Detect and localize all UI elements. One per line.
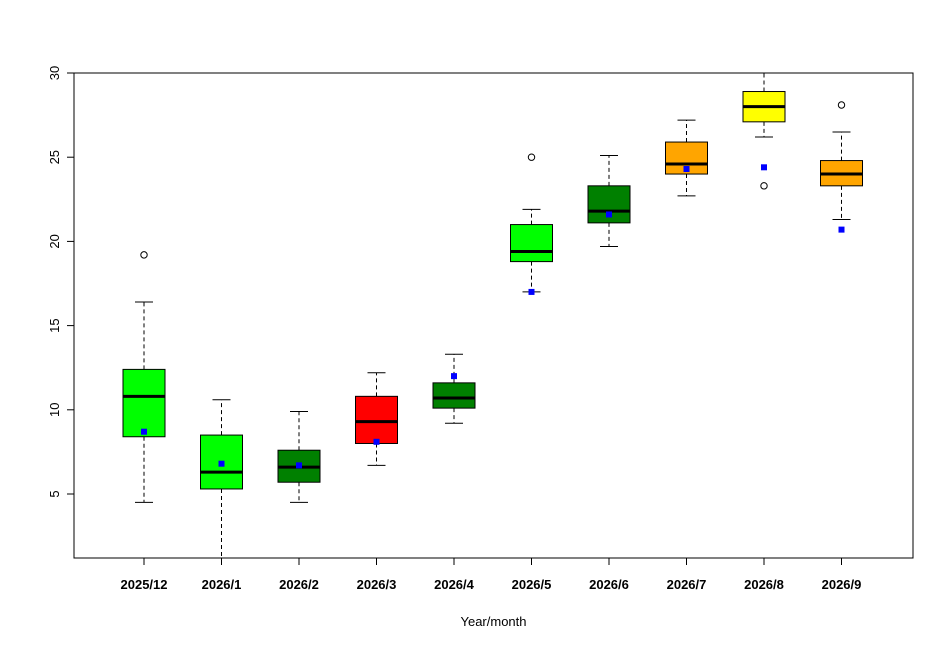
mean-marker — [528, 288, 535, 295]
x-tick-label: 2026/7 — [667, 577, 707, 592]
mean-marker — [683, 165, 690, 172]
mean-marker — [606, 211, 612, 218]
plot-content — [122, 72, 863, 559]
box-2026-2 — [277, 410, 321, 503]
mean-marker — [296, 462, 302, 469]
box-2026-8 — [742, 72, 786, 190]
box-2025-12 — [122, 251, 166, 503]
x-tick-label: 2026/2 — [279, 577, 319, 592]
outlier-point — [140, 251, 148, 259]
mean-marker — [761, 164, 767, 171]
mean-marker — [838, 226, 845, 233]
iqr-box — [355, 395, 398, 444]
x-axis: 2025/12 2026/1 2026/2 2026/3 2026/4 2026/5 202… — [121, 558, 862, 592]
y-tick-label: 25 — [47, 150, 62, 164]
y-tick-label: 5 — [47, 490, 62, 497]
outlier-point — [527, 153, 536, 161]
box-2026-3 — [355, 372, 398, 466]
mean-marker — [218, 460, 225, 467]
mean-marker — [141, 428, 147, 435]
box-2026-6 — [587, 155, 631, 247]
box-2026-7 — [665, 119, 708, 197]
iqr-box — [122, 368, 166, 438]
mean-marker — [451, 373, 457, 380]
x-tick-label: 2026/8 — [744, 577, 784, 592]
x-tick-label: 2025/12 — [121, 577, 168, 592]
box-2026-1 — [200, 399, 243, 559]
y-tick-label: 30 — [47, 66, 62, 80]
outlier-point — [837, 101, 846, 109]
iqr-box — [510, 224, 553, 263]
x-tick-label: 2026/3 — [357, 577, 397, 592]
plot-frame — [73, 72, 914, 559]
outlier-point — [760, 182, 768, 190]
x-tick-label: 2026/4 — [434, 577, 475, 592]
box-2026-5 — [510, 153, 553, 295]
y-axis: 5 10 15 20 25 30 — [47, 66, 74, 498]
x-tick-label: 2026/9 — [822, 577, 862, 592]
iqr-box — [432, 382, 476, 409]
x-tick-label: 2026/6 — [589, 577, 629, 592]
x-axis-title: Year/month — [460, 614, 526, 629]
box-2026-4 — [432, 353, 476, 424]
x-tick-label: 2026/1 — [202, 577, 242, 592]
mean-marker — [373, 438, 380, 445]
y-tick-label: 10 — [47, 403, 62, 417]
box-2026-9 — [820, 101, 863, 233]
x-tick-label: 2026/5 — [512, 577, 552, 592]
y-tick-label: 15 — [47, 318, 62, 332]
y-tick-label: 20 — [47, 234, 62, 248]
